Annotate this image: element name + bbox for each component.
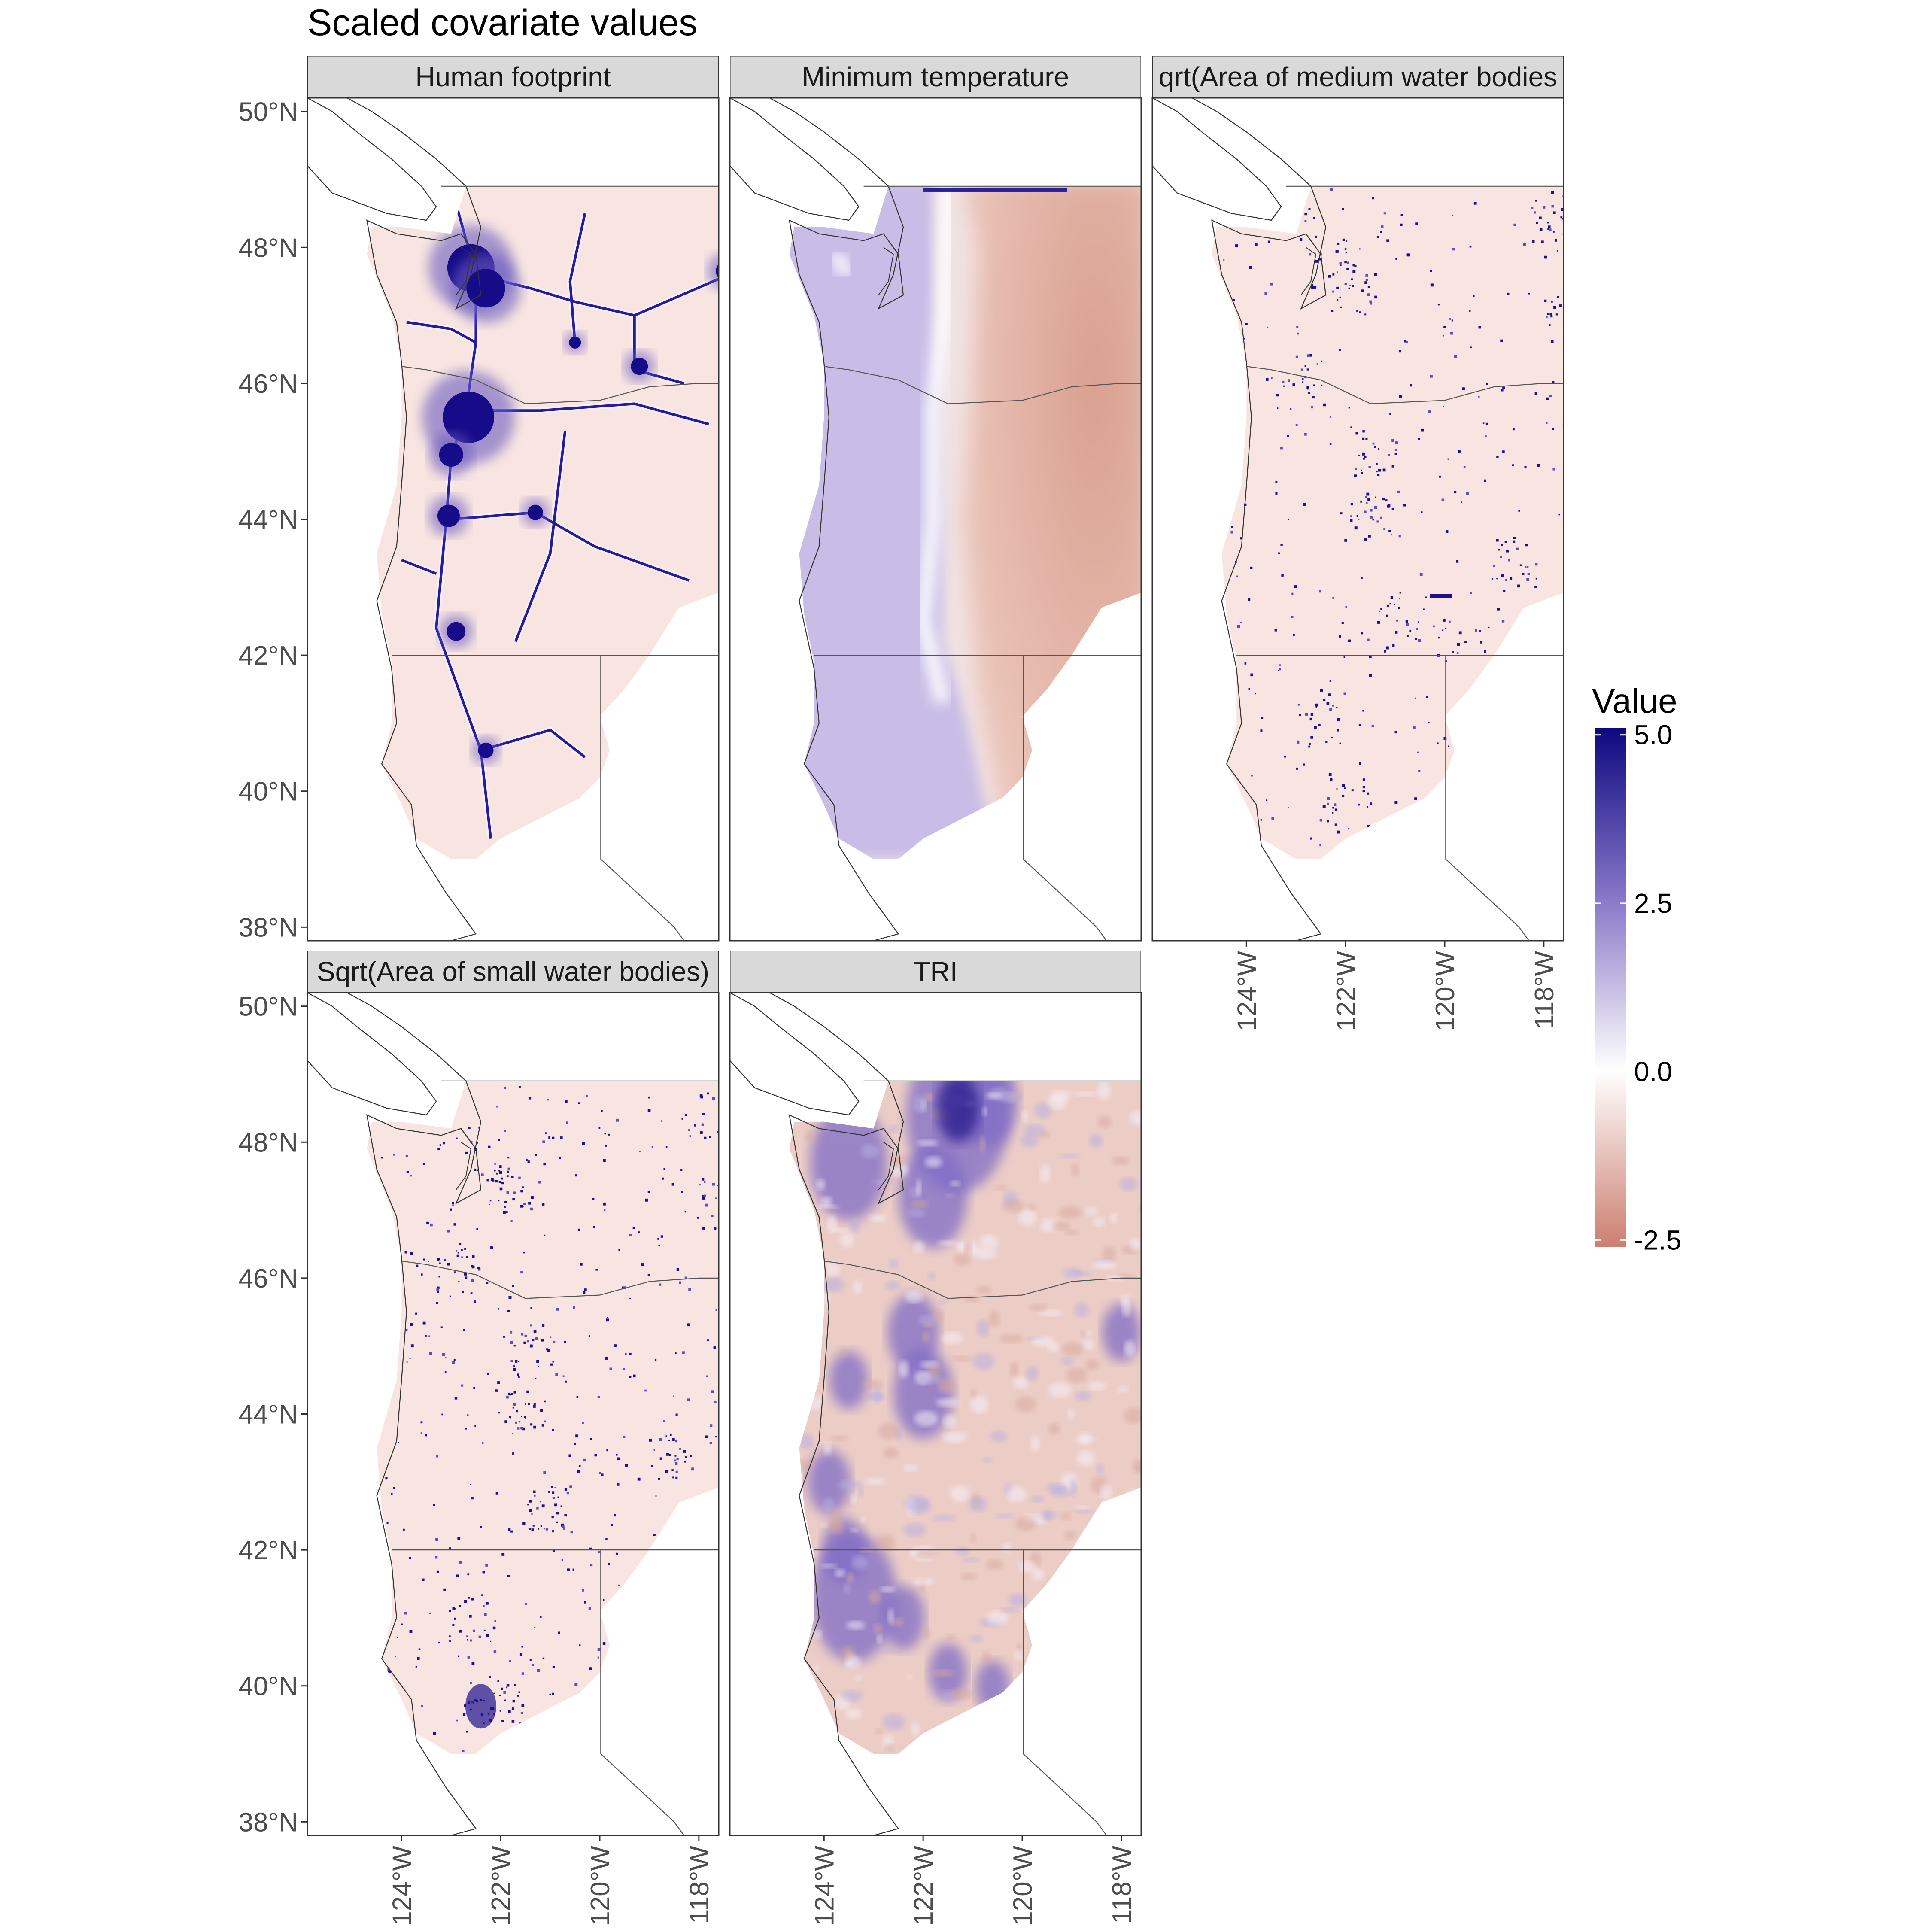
vancouver-island-outline — [730, 98, 860, 221]
x-tick-label: 124°W — [810, 1846, 839, 1926]
y-tick-label: 44°N — [238, 505, 298, 535]
facet-strip-label: qrt(Area of medium water bodies — [1159, 61, 1557, 92]
facet-strip — [730, 56, 1141, 98]
x-tick-label: 118°W — [685, 1846, 714, 1924]
state-border — [824, 366, 1141, 404]
coastline — [346, 993, 482, 1835]
facet-water_small: Sqrt(Area of small water bodies) — [307, 951, 720, 1836]
y-tick-label: 48°N — [238, 1128, 298, 1157]
x-tick-label: 118°W — [1107, 1846, 1137, 1924]
x-tick-label: 120°W — [1431, 951, 1460, 1031]
y-tick-label: 38°N — [238, 913, 298, 942]
x-tick-label: 124°W — [387, 1846, 417, 1926]
facet-strip-label: TRI — [913, 956, 957, 987]
y-tick-label: 42°N — [238, 1536, 298, 1565]
facet-strip-label: Sqrt(Area of small water bodies) — [317, 956, 709, 987]
y-tick-label: 42°N — [238, 641, 298, 671]
state-border — [824, 1261, 1141, 1299]
puget-sound-outline — [456, 247, 472, 295]
raster-fill — [367, 1081, 719, 1754]
state-border — [1023, 1550, 1107, 1835]
vancouver-island-outline — [307, 98, 437, 221]
state-border — [1445, 655, 1530, 941]
puget-sound-outline — [1300, 247, 1317, 295]
facet-strip — [307, 951, 719, 993]
raster-fill — [1212, 186, 1564, 859]
x-tick-label: 122°W — [909, 1846, 939, 1926]
coastline — [769, 993, 904, 1835]
y-tick-label: 50°N — [238, 992, 298, 1022]
x-tick-label: 124°W — [1232, 951, 1262, 1031]
y-tick-label: 46°N — [238, 369, 298, 399]
facet-footprint: Human footprint — [307, 56, 720, 942]
axes: 38°N 40°N 42°N 44°N 46°N 48°N 50°N 38°N 40°N 42°N… — [238, 97, 1559, 1926]
legend-label: -2.5 — [1634, 1224, 1681, 1255]
y-tick-label: 44°N — [238, 1400, 298, 1430]
y-tick-label: 50°N — [238, 97, 298, 127]
legend-label: 5.0 — [1634, 720, 1672, 750]
state-border — [600, 655, 685, 941]
facet-strip-label: Human footprint — [415, 61, 611, 92]
coastline — [1191, 98, 1327, 941]
legend-ticks: 5.0 2.5 0.0 -2.5 — [1595, 720, 1681, 1255]
facet-panels: Human footprint Minimum temperature qrt(Ar… — [307, 56, 1564, 1836]
legend-title: Value — [1592, 682, 1677, 720]
raster-fill — [367, 186, 719, 859]
x-tick-label: 120°W — [1008, 1846, 1038, 1926]
legend-colorbar — [1595, 728, 1626, 1247]
facet-water_medium: qrt(Area of medium water bodies — [1151, 56, 1564, 942]
legend: Value 5.0 2.5 0.0 -2.5 — [1592, 682, 1681, 1255]
y-tick-label: 40°N — [238, 777, 298, 807]
x-tick-label: 122°W — [486, 1846, 516, 1926]
x-tick-label: 122°W — [1331, 951, 1361, 1031]
legend-label: 0.0 — [1634, 1056, 1672, 1087]
state-border — [1246, 366, 1564, 404]
facet-strip — [307, 56, 719, 98]
state-border — [1023, 655, 1107, 941]
coastline — [346, 98, 482, 941]
x-tick-label: 118°W — [1530, 951, 1559, 1030]
legend-label: 2.5 — [1634, 888, 1672, 919]
y-tick-label: 38°N — [238, 1807, 298, 1837]
facet-strip — [1152, 56, 1564, 98]
y-tick-label: 48°N — [238, 233, 298, 263]
plot-title: Scaled covariate values — [307, 2, 697, 43]
y-tick-label: 40°N — [238, 1672, 298, 1701]
vancouver-island-outline — [307, 993, 437, 1116]
vancouver-island-outline — [730, 993, 860, 1116]
facet-strip — [730, 951, 1141, 993]
puget-sound-outline — [878, 1142, 894, 1190]
facet-temperature: Minimum temperature — [729, 56, 1142, 942]
facet-tri: TRI — [729, 951, 1142, 1836]
vancouver-island-outline — [1152, 98, 1282, 221]
coastline — [769, 98, 904, 941]
puget-sound-outline — [456, 1142, 472, 1190]
state-border — [401, 366, 719, 404]
y-tick-label: 46°N — [238, 1264, 298, 1294]
puget-sound-outline — [878, 247, 894, 295]
x-tick-label: 120°W — [586, 1846, 615, 1926]
state-border — [600, 1550, 685, 1835]
facet-strip-label: Minimum temperature — [802, 61, 1069, 92]
state-border — [401, 1261, 719, 1299]
